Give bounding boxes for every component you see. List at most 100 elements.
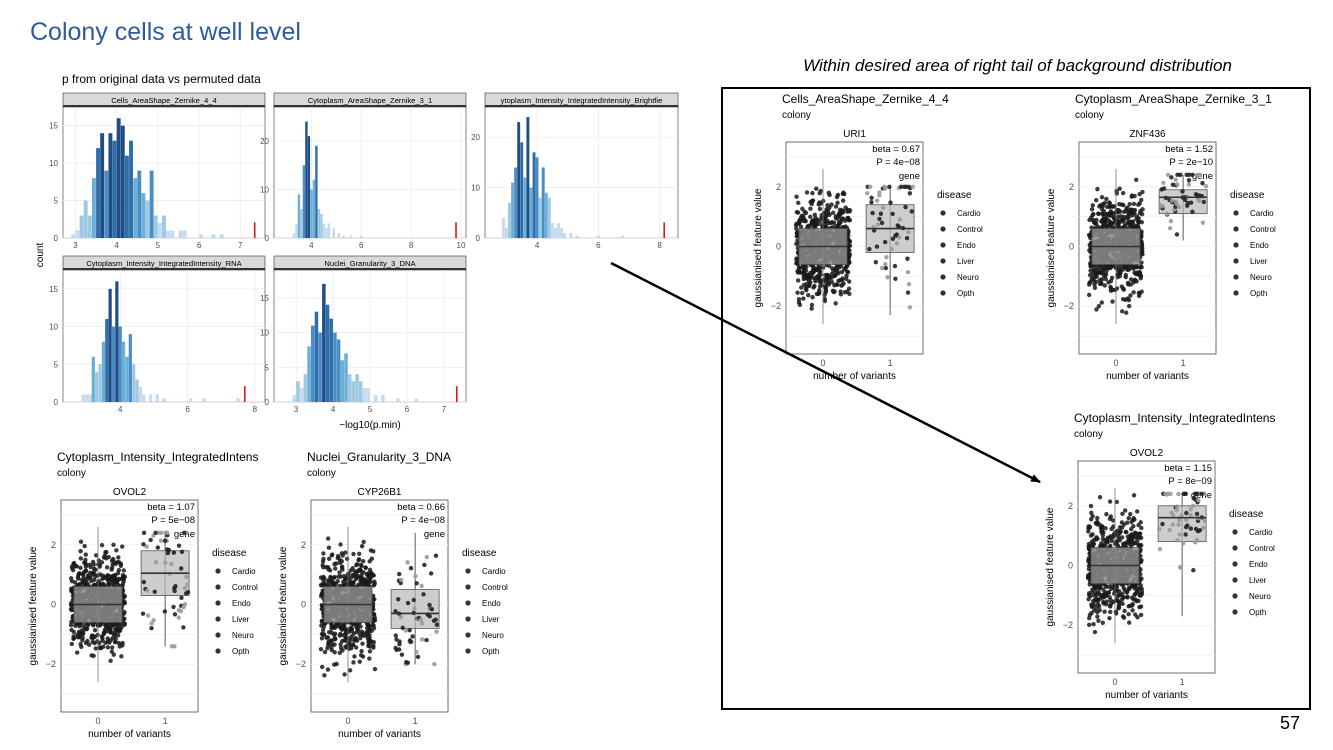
observed-value-marker <box>455 222 457 238</box>
histogram-bar <box>155 394 159 402</box>
histogram-bar <box>550 222 554 238</box>
gene-facet-label: gene <box>1192 171 1213 182</box>
plot-panel <box>484 106 679 239</box>
observed-value-marker <box>253 222 256 238</box>
gene-label: CYP26B1 <box>358 487 402 498</box>
histogram-bar <box>575 235 579 238</box>
histogram-bar <box>557 222 560 238</box>
histogram-bar <box>292 233 296 238</box>
y-tick-label: 0 <box>776 242 781 252</box>
x-tick-label: 8 <box>409 241 414 250</box>
y-tick-label: 0 <box>301 600 306 610</box>
legend-key <box>940 274 946 280</box>
histogram-bar <box>322 223 326 238</box>
legend-title: disease <box>1230 190 1265 201</box>
gene-facet-label: gene <box>899 171 920 182</box>
histogram-bar <box>596 235 600 238</box>
y-tick-label: 2 <box>301 540 306 550</box>
histogram-bar <box>71 234 76 238</box>
histogram-bar <box>87 215 92 238</box>
x-tick-label: 1 <box>1181 358 1186 368</box>
histogram-bar <box>523 177 527 238</box>
histogram-bar <box>312 179 316 238</box>
jitter-points-group1 <box>1158 172 1209 237</box>
histogram-bar <box>541 167 545 238</box>
histogram-bar <box>133 178 138 238</box>
histogram-bar <box>342 235 346 238</box>
histogram-bar <box>128 334 132 402</box>
histogram-y-axis-label: count <box>35 243 46 268</box>
figure-cell-type: colony <box>307 468 336 479</box>
histogram-bar <box>162 398 166 402</box>
histogram-bar <box>514 167 518 238</box>
legend-key <box>1233 290 1239 296</box>
right-tail-frame <box>721 87 1311 710</box>
legend-key <box>1232 545 1238 551</box>
y-tick-label: 10 <box>49 323 58 332</box>
y-axis-label: gaussianised feature value <box>753 188 764 307</box>
y-axis-label: gaussianised feature value <box>28 546 39 665</box>
histogram-bar <box>337 233 341 238</box>
histogram-bar <box>508 202 511 238</box>
histogram-bar <box>297 194 301 238</box>
y-tick-label: 0 <box>51 600 56 610</box>
p-value-annotation: P = 4e−08 <box>876 157 920 168</box>
histogram-bar <box>162 215 166 238</box>
histogram-bar <box>307 136 311 238</box>
x-tick-label: 0 <box>1113 358 1118 368</box>
gene-label: ZNF436 <box>1129 129 1166 140</box>
legend-key <box>1233 274 1239 280</box>
figure-feature-title: Cells_AreaShape_Zernike_4_4 <box>782 92 949 106</box>
legend-label: Cardio <box>232 567 256 576</box>
histogram-bar <box>84 394 89 402</box>
x-axis-label: number of variants <box>338 729 421 740</box>
histogram-bar <box>96 148 100 238</box>
histogram-bar <box>563 232 567 238</box>
y-tick-label: −2 <box>771 301 781 311</box>
x-tick-label: 8 <box>253 405 258 414</box>
y-tick-label: 5 <box>54 197 59 206</box>
legend-label: Endo <box>232 599 251 608</box>
facet-strip-rule <box>274 268 466 270</box>
y-axis-label: gaussianised feature value <box>278 546 289 665</box>
legend-key <box>215 600 221 606</box>
p-value-annotation: P = 8e−09 <box>1168 476 1212 487</box>
y-tick-label: 10 <box>471 184 480 193</box>
x-tick-label: 4 <box>331 405 336 414</box>
gene-facet-label: gene <box>424 529 445 540</box>
histogram-bar <box>182 230 187 238</box>
histogram-bar <box>547 197 551 238</box>
histogram-bar <box>325 228 328 238</box>
histogram-panel: Nuclei_Granularity_3_DNA 0 5 10 15 3 4 5 6 7 <box>260 255 467 414</box>
figure-feature-title: Nuclei_Granularity_3_DNA <box>307 450 451 464</box>
histogram-bar <box>116 118 121 238</box>
jitter-points-group1 <box>140 530 191 649</box>
legend-key <box>215 584 221 590</box>
histogram-bar <box>355 374 359 402</box>
histogram-bar <box>414 398 418 402</box>
y-axis-label: gaussianised feature value <box>1046 188 1057 307</box>
legend-key <box>215 648 221 654</box>
boxplot-figure: Cytoplasm_Intensity_IntegratedIntenscolo… <box>1045 411 1275 701</box>
legend-key <box>1232 609 1238 615</box>
observed-value-marker <box>455 386 458 402</box>
histogram-bar <box>350 235 353 238</box>
legend-key <box>465 600 471 606</box>
boxplot-figure: Cytoplasm_Intensity_IntegratedIntenscolo… <box>28 450 258 740</box>
legend-key <box>1233 210 1239 216</box>
x-axis-label: number of variants <box>1105 690 1188 701</box>
histogram-bar <box>311 325 315 402</box>
histogram-bar <box>135 379 139 402</box>
legend-key <box>1232 593 1238 599</box>
legend-title: disease <box>1229 509 1264 520</box>
legend-key <box>940 258 946 264</box>
histogram-bar <box>108 133 113 238</box>
y-tick-label: −2 <box>1064 301 1074 311</box>
legend-key <box>215 632 221 638</box>
histogram-bar <box>91 356 95 402</box>
figure-cell-type: colony <box>57 468 86 479</box>
y-tick-label: 5 <box>54 360 59 369</box>
box-group-1 <box>1157 505 1207 543</box>
x-tick-label: 3 <box>73 241 78 250</box>
legend-label: Liver <box>1250 257 1268 266</box>
